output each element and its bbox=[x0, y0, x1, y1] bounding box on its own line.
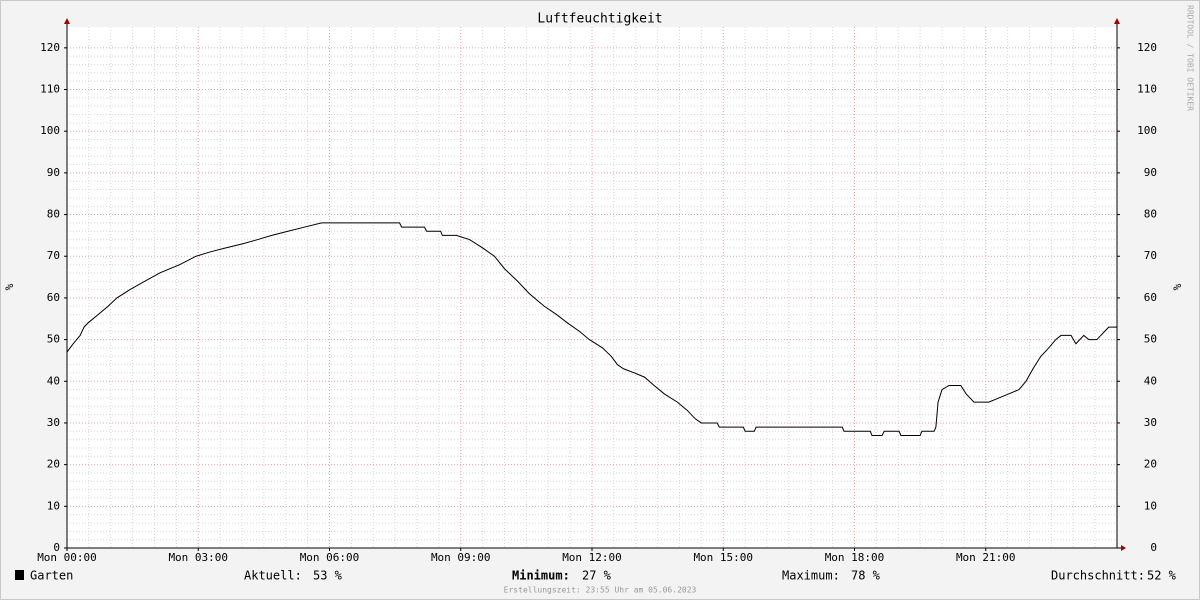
x-tick-label: Mon 09:00 bbox=[431, 551, 491, 564]
side-text: RRDTOOL / TOBI OETIKER bbox=[1186, 5, 1195, 111]
y2-tick-label: 110 bbox=[1137, 83, 1157, 96]
stat-value: 52 % bbox=[1147, 569, 1177, 583]
y-tick-label: 40 bbox=[47, 374, 60, 387]
y-tick-label: 110 bbox=[40, 83, 60, 96]
y-tick-label: 20 bbox=[47, 458, 60, 471]
y2-tick-label: 60 bbox=[1144, 291, 1157, 304]
chart-title: Luftfeuchtigkeit bbox=[537, 12, 662, 27]
x-tick-label: Mon 12:00 bbox=[562, 551, 622, 564]
y-tick-label: 90 bbox=[47, 166, 60, 179]
stat-label: Aktuell: bbox=[244, 569, 302, 583]
stat-label: Durchschnitt: bbox=[1051, 569, 1145, 583]
y2-tick-label: 50 bbox=[1144, 333, 1157, 346]
x-tick-label: Mon 00:00 bbox=[37, 551, 97, 564]
stat-label: Minimum: bbox=[512, 569, 570, 583]
y2-tick-label: 120 bbox=[1137, 41, 1157, 54]
x-tick-label: Mon 21:00 bbox=[956, 551, 1016, 564]
y2-tick-label: 80 bbox=[1144, 208, 1157, 221]
y2-axis-label: % bbox=[1171, 283, 1184, 290]
y-tick-label: 0 bbox=[53, 541, 60, 554]
legend-swatch bbox=[15, 570, 24, 580]
y-tick-label: 70 bbox=[47, 249, 60, 262]
y-tick-label: 60 bbox=[47, 291, 60, 304]
stat-value: 27 % bbox=[582, 569, 612, 583]
axis-arrow bbox=[1121, 545, 1126, 551]
axis-arrow bbox=[1114, 18, 1120, 24]
legend-label: Garten bbox=[30, 569, 73, 583]
y2-tick-label: 10 bbox=[1144, 499, 1157, 512]
y-tick-label: 30 bbox=[47, 416, 60, 429]
y2-tick-label: 40 bbox=[1144, 374, 1157, 387]
y-tick-label: 50 bbox=[47, 333, 60, 346]
y2-tick-label: 100 bbox=[1137, 124, 1157, 137]
y-tick-label: 100 bbox=[40, 124, 60, 137]
series-line bbox=[66, 222, 1117, 436]
x-tick-label: Mon 06:00 bbox=[300, 551, 360, 564]
y2-tick-label: 70 bbox=[1144, 249, 1157, 262]
y-tick-label: 80 bbox=[47, 208, 60, 221]
y-tick-label: 120 bbox=[40, 41, 60, 54]
y-axis-label: % bbox=[3, 283, 16, 290]
y-tick-label: 10 bbox=[47, 499, 60, 512]
x-tick-label: Mon 03:00 bbox=[168, 551, 228, 564]
footer: Erstellungszeit: 23:55 Uhr am 05.06.2023 bbox=[504, 586, 697, 595]
stat-value: 78 % bbox=[851, 569, 881, 583]
stat-value: 53 % bbox=[313, 569, 343, 583]
plot-area bbox=[67, 27, 1117, 548]
axis-arrow bbox=[64, 18, 70, 24]
y2-tick-label: 0 bbox=[1150, 541, 1157, 554]
x-tick-label: Mon 15:00 bbox=[693, 551, 753, 564]
x-tick-label: Mon 18:00 bbox=[825, 551, 885, 564]
y2-tick-label: 90 bbox=[1144, 166, 1157, 179]
y2-tick-label: 30 bbox=[1144, 416, 1157, 429]
y2-tick-label: 20 bbox=[1144, 458, 1157, 471]
stat-label: Maximum: bbox=[782, 569, 840, 583]
